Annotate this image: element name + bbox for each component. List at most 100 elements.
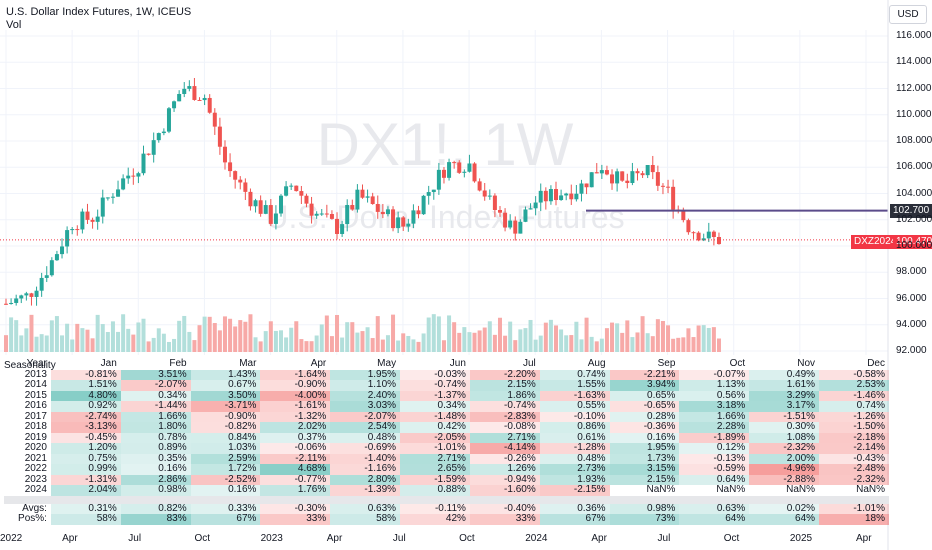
candle-body — [273, 213, 278, 224]
candle-body — [95, 216, 100, 222]
volume-bar — [554, 325, 559, 352]
x-tick-label: 2025 — [789, 533, 813, 544]
volume-bar — [385, 335, 390, 352]
volume-bar — [604, 328, 609, 352]
volume-bar — [528, 319, 533, 352]
seasonals-cell: 1.73% — [609, 453, 680, 464]
candle-body — [660, 185, 665, 187]
y-tick-label: 110.000 — [896, 108, 932, 120]
candle-body — [671, 186, 676, 210]
candle-body — [105, 197, 110, 199]
volume-bar — [508, 321, 513, 352]
seasonals-title: Seasonality — [4, 360, 56, 371]
seasonals-cell: -1.46% — [819, 390, 889, 401]
table-row: 2021 0.75% 0.35% 2.59% -2.11% -1.40% 2.71% -0.2… — [4, 453, 889, 464]
seasonals-cell: -2.32% — [819, 474, 889, 485]
candle-body — [528, 208, 533, 210]
candle-body — [666, 186, 671, 188]
volume-bar — [131, 334, 136, 352]
y-tick-label: 98.000 — [896, 266, 927, 278]
candle-body — [701, 238, 706, 241]
seasonals-cell: 0.48% — [330, 432, 401, 443]
seasonals-summary-cell: 58% — [330, 513, 401, 525]
seasonals-cell: 2017 — [24, 410, 47, 422]
currency-selector-button[interactable]: USD — [889, 5, 927, 24]
seasonals-header-cell: Mar — [239, 358, 257, 369]
seasonals-cell: -0.69% — [330, 442, 401, 454]
seasonals-cell: -2.18% — [819, 432, 889, 443]
volume-bar — [60, 335, 65, 352]
candle-body — [258, 200, 263, 214]
candle-body — [411, 210, 416, 224]
volume-bar — [228, 318, 233, 352]
seasonals-cell: NaN% — [819, 484, 889, 496]
seasonals-cell: 3.51% — [120, 369, 191, 380]
volume-bar — [85, 329, 90, 352]
seasonals-summary-cell: Avgs: — [22, 502, 47, 514]
candle-body — [543, 190, 548, 202]
seasonals-cell: 0.92% — [50, 400, 121, 412]
candle-body — [604, 170, 609, 175]
volume-bar — [192, 340, 197, 352]
volume-bar — [100, 324, 105, 352]
volume-bar — [279, 330, 284, 352]
seasonals-cell: -3.13% — [50, 421, 121, 433]
volume-bar — [574, 321, 579, 352]
candle-body — [564, 193, 569, 196]
seasonals-header-cell: Aug — [587, 358, 606, 369]
volume-bar — [452, 322, 457, 352]
candle-body — [19, 295, 24, 299]
volume-bar — [24, 328, 29, 352]
seasonals-cell: 2.73% — [539, 463, 610, 475]
seasonals-cell: 3.15% — [609, 463, 680, 475]
volume-bar — [487, 321, 492, 352]
candle-body — [85, 211, 90, 220]
seasonals-cell: 2.15% — [469, 379, 540, 391]
volume-bar — [105, 331, 110, 352]
volume-bar — [360, 331, 365, 352]
seasonals-summary-cell: 42% — [400, 513, 470, 525]
table-row: 2017 -2.74% 1.66% -0.90% -1.32% -2.07% -1.48% -… — [4, 410, 889, 422]
y-tick-label: 102.000 — [896, 213, 932, 225]
x-tick-label: 2023 — [260, 533, 283, 544]
seasonals-cell: -0.74% — [469, 400, 540, 412]
candle-body — [217, 126, 222, 147]
candle-body — [80, 211, 85, 230]
seasonals-cell: 4.80% — [50, 390, 121, 401]
seasonals-cell: -4.14% — [469, 442, 540, 454]
seasonals-summary-cell: 0.98% — [609, 503, 680, 514]
seasonals-cell: 2.02% — [260, 421, 331, 433]
volume-bar — [569, 335, 574, 352]
seasonals-cell: -1.26% — [819, 411, 889, 422]
seasonals-summary-cell: 33% — [260, 513, 331, 525]
volume-bar — [335, 314, 340, 352]
seasonals-summary-cell: 0.02% — [749, 503, 820, 514]
seasonals-cell: -2.20% — [469, 369, 540, 380]
seasonals-cell: -1.64% — [260, 369, 331, 380]
candle-body — [472, 163, 477, 182]
seasonals-header-cell: Apr — [310, 358, 327, 369]
candle-body — [706, 231, 711, 239]
candle-body — [436, 169, 441, 190]
candle-body — [518, 221, 523, 234]
seasonals-cell: 3.94% — [609, 379, 680, 391]
seasonals-header-cell: Feb — [169, 358, 187, 369]
seasonals-cell: 2020 — [24, 442, 47, 453]
candle-body — [299, 191, 304, 196]
candle-body — [533, 202, 538, 209]
volume-bar — [513, 340, 518, 352]
seasonals-cell: 0.67% — [190, 379, 261, 391]
volume-bar — [121, 314, 126, 352]
candle-body — [161, 131, 166, 134]
volume-bar — [324, 315, 329, 352]
seasonals-summary-cell: 64% — [749, 513, 820, 525]
candle-body — [90, 219, 95, 222]
volume-bar — [14, 320, 19, 352]
seasonals-cell: 3.17% — [749, 400, 820, 412]
seasonals-cell: 0.48% — [539, 453, 610, 464]
volume-bar — [406, 335, 411, 352]
volume-bar — [391, 314, 396, 352]
candle-body — [309, 203, 314, 216]
candle-body — [492, 195, 497, 210]
